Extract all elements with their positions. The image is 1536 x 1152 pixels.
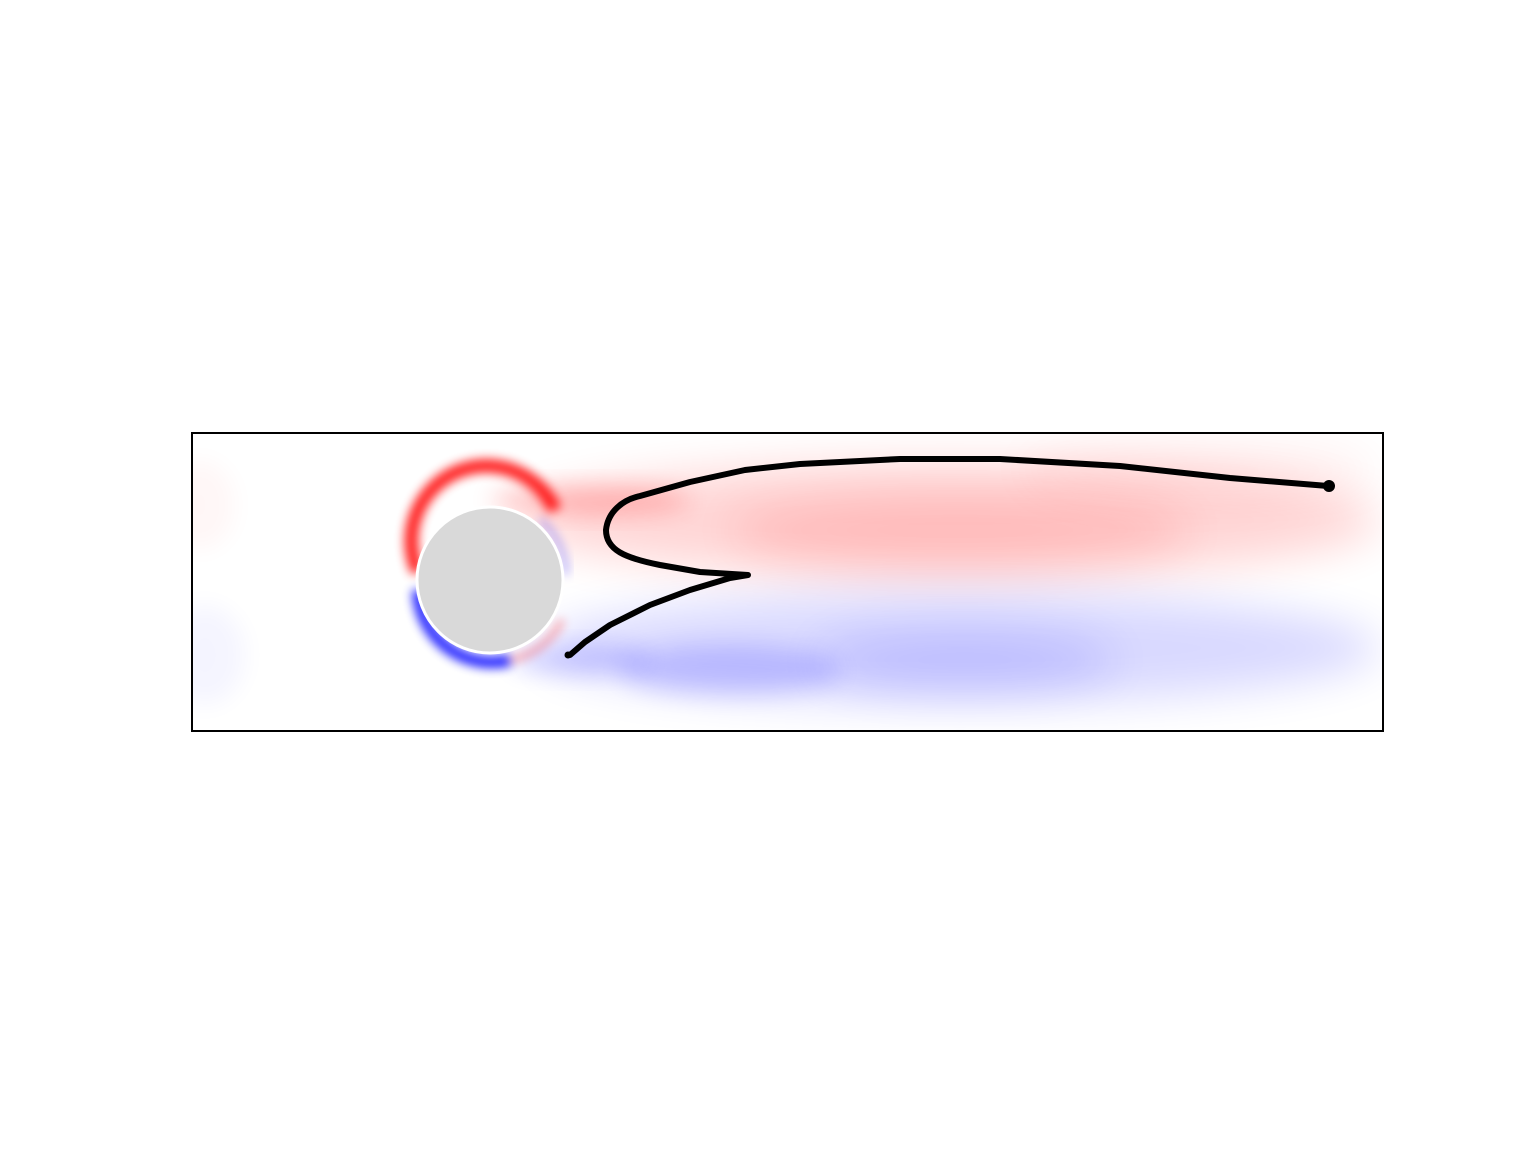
negative-wake-core [815,630,1115,690]
cylinder [415,505,565,655]
trajectory-start-marker [564,651,572,659]
trajectory-end-marker [1323,480,1335,492]
negative-near-wake [510,646,650,674]
positive-boundary-layer [404,458,562,575]
plot-frame [191,432,1384,732]
inlet-shading-top [165,460,235,550]
negative-boundary-layer [412,589,512,669]
positive-wake-core [730,495,1190,565]
inlet-shading-bottom [193,605,245,705]
secondary-positive-layer [509,618,565,663]
negative-shear-layer [620,646,840,694]
particle-trajectory [567,456,1331,658]
secondary-negative-layer [538,518,569,576]
